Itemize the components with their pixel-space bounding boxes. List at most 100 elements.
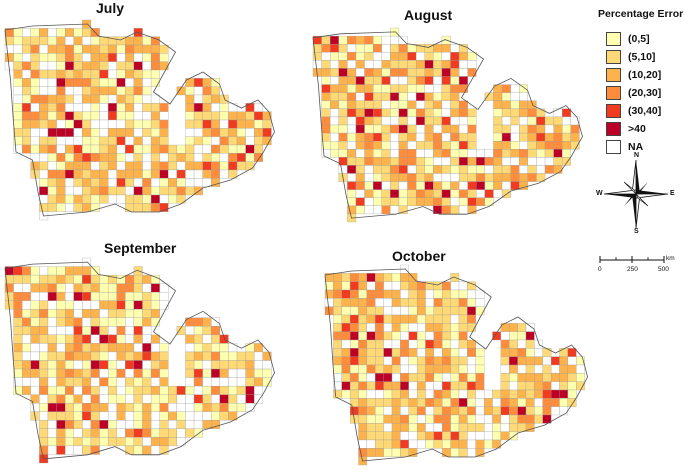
county-cell — [202, 385, 212, 395]
county-cell — [493, 173, 503, 182]
county-cell — [150, 61, 160, 71]
county-cell — [133, 53, 143, 62]
county-cell — [82, 128, 92, 137]
county-cell — [219, 411, 229, 421]
county-cell — [219, 111, 229, 121]
county-cell — [185, 351, 195, 361]
county-cell — [99, 343, 109, 353]
county-cell — [193, 169, 203, 179]
county-cell — [424, 108, 434, 118]
county-cell — [56, 445, 66, 455]
county-cell — [56, 119, 66, 129]
county-cell — [400, 381, 409, 391]
county-cell — [82, 385, 92, 395]
county-cell — [82, 334, 92, 344]
scale-bar-line — [599, 256, 665, 263]
county-cell — [150, 111, 160, 121]
county-cell — [381, 205, 391, 215]
county-cell — [159, 394, 169, 404]
county-cell — [366, 306, 376, 316]
county-cell — [509, 373, 518, 382]
county-cell — [39, 28, 49, 37]
county-cell — [142, 128, 152, 137]
county-cell — [509, 423, 518, 432]
county-cell — [407, 173, 417, 182]
county-cell — [133, 403, 143, 412]
county-cell — [82, 266, 92, 276]
county-cell — [47, 300, 57, 310]
county-cell — [30, 53, 40, 62]
county-cell — [398, 124, 408, 134]
county-cell — [400, 364, 409, 374]
county-cell — [341, 348, 351, 357]
county-cell — [185, 403, 195, 412]
county-cell — [408, 423, 418, 432]
county-cell — [416, 414, 426, 424]
county-cell — [570, 132, 580, 142]
county-cell — [142, 178, 152, 187]
county-cell — [510, 173, 520, 182]
county-cell — [333, 339, 342, 349]
county-cell — [501, 124, 511, 134]
county-cell — [90, 111, 100, 121]
county-cell — [202, 343, 212, 353]
county-cell — [90, 44, 100, 54]
county-cell — [90, 309, 100, 318]
county-cell — [202, 360, 212, 370]
county-cell — [375, 314, 384, 324]
county-cell — [150, 203, 160, 212]
county-cell — [47, 266, 57, 276]
county-cell — [381, 165, 391, 174]
county-cell — [467, 289, 476, 299]
county-cell — [193, 111, 203, 121]
county-cell — [211, 178, 220, 187]
county-cell — [364, 60, 374, 69]
county-cell — [107, 411, 117, 421]
map-title-october: October — [392, 248, 446, 264]
county-cell — [510, 181, 520, 190]
county-cell — [364, 84, 374, 93]
county-cell — [211, 94, 220, 104]
county-cell — [373, 84, 382, 93]
county-cell — [125, 186, 135, 196]
compass-n-label: N — [634, 152, 640, 159]
county-choropleth-map-october — [324, 264, 589, 466]
county-cell — [133, 317, 143, 327]
county-cell — [391, 289, 401, 299]
county-cell — [433, 68, 443, 77]
county-cell — [492, 414, 502, 424]
county-cell — [517, 348, 527, 357]
county-cell — [425, 423, 435, 432]
county-cell — [56, 86, 66, 96]
county-cell — [355, 35, 365, 45]
county-cell — [176, 385, 186, 395]
county-cell — [193, 78, 203, 87]
county-cell — [125, 86, 135, 96]
county-cell — [39, 36, 49, 46]
county-cell — [47, 28, 57, 37]
county-cell — [398, 149, 408, 158]
county-cell — [321, 44, 331, 53]
county-cell — [193, 334, 203, 344]
county-cell — [125, 203, 135, 212]
county-cell — [211, 119, 220, 129]
county-cell — [424, 92, 434, 101]
county-cell — [433, 414, 443, 424]
county-cell — [30, 28, 40, 37]
county-cell — [236, 128, 246, 137]
county-cell — [450, 423, 460, 432]
county-cell — [550, 373, 560, 382]
county-cell — [99, 78, 109, 87]
county-cell — [39, 394, 49, 404]
county-cell — [391, 348, 401, 357]
county-cell — [150, 420, 160, 429]
county-cell — [99, 103, 109, 112]
county-cell — [519, 157, 528, 166]
county-cell — [391, 306, 401, 316]
county-cell — [245, 153, 255, 162]
county-cell — [150, 309, 160, 318]
county-cell — [39, 69, 49, 79]
county-cell — [416, 423, 426, 432]
county-cell — [107, 334, 117, 344]
county-cell — [142, 111, 152, 121]
